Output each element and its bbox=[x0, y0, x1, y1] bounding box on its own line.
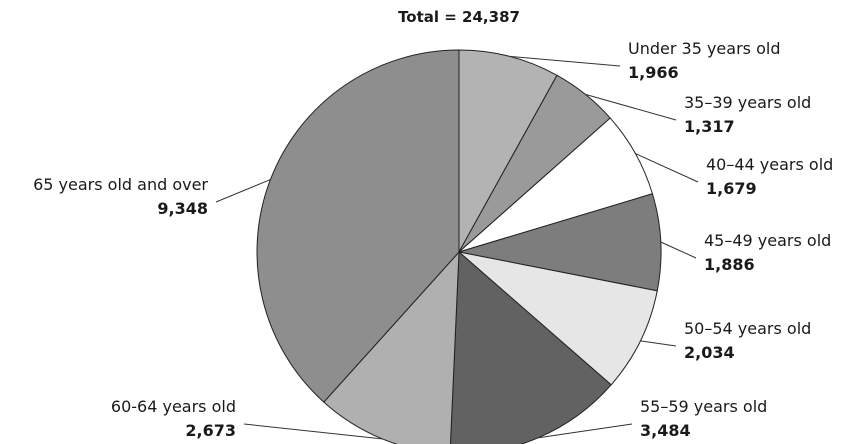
slice-value-label: 2,034 bbox=[684, 343, 735, 362]
slice-category-label: 35–39 years old bbox=[684, 93, 811, 112]
slice-category-label: 40–44 years old bbox=[706, 155, 833, 174]
slice-value-label: 1,317 bbox=[684, 117, 735, 136]
leader-line bbox=[660, 241, 697, 259]
slice-category-label: 55–59 years old bbox=[640, 397, 767, 416]
leader-line bbox=[243, 423, 383, 440]
leader-line bbox=[509, 55, 621, 67]
leader-line bbox=[635, 153, 699, 183]
leader-line bbox=[585, 93, 677, 121]
slice-category-label: 60-64 years old bbox=[111, 397, 236, 416]
pie-slice-45-49-years-old bbox=[458, 193, 662, 292]
leader-line bbox=[640, 340, 677, 347]
pie-slice-60-64-years-old bbox=[323, 250, 460, 444]
leader-line bbox=[538, 423, 633, 439]
slice-category-label: 45–49 years old bbox=[704, 231, 831, 250]
slice-labels: Under 35 years old 1,966 35–39 years old 1,… bbox=[33, 39, 833, 440]
pie-slice-55-59-years-old bbox=[449, 250, 612, 444]
slice-value-label: 9,348 bbox=[157, 199, 208, 218]
slice-category-label: Under 35 years old bbox=[628, 39, 780, 58]
slice-category-label: 65 years old and over bbox=[33, 175, 208, 194]
leader-line bbox=[215, 179, 271, 203]
slice-value-label: 1,886 bbox=[704, 255, 755, 274]
slice-value-label: 1,966 bbox=[628, 63, 679, 82]
slice-value-label: 3,484 bbox=[640, 421, 691, 440]
pie-slice-50-54-years-old bbox=[457, 251, 658, 386]
slice-value-label: 1,679 bbox=[706, 179, 757, 198]
pie-slices bbox=[256, 49, 662, 444]
slice-category-label: 50–54 years old bbox=[684, 319, 811, 338]
slice-value-label: 2,673 bbox=[185, 421, 236, 440]
chart-title: Total = 24,387 bbox=[398, 8, 520, 26]
pie-slice-65-years-old-and-over bbox=[256, 49, 460, 403]
